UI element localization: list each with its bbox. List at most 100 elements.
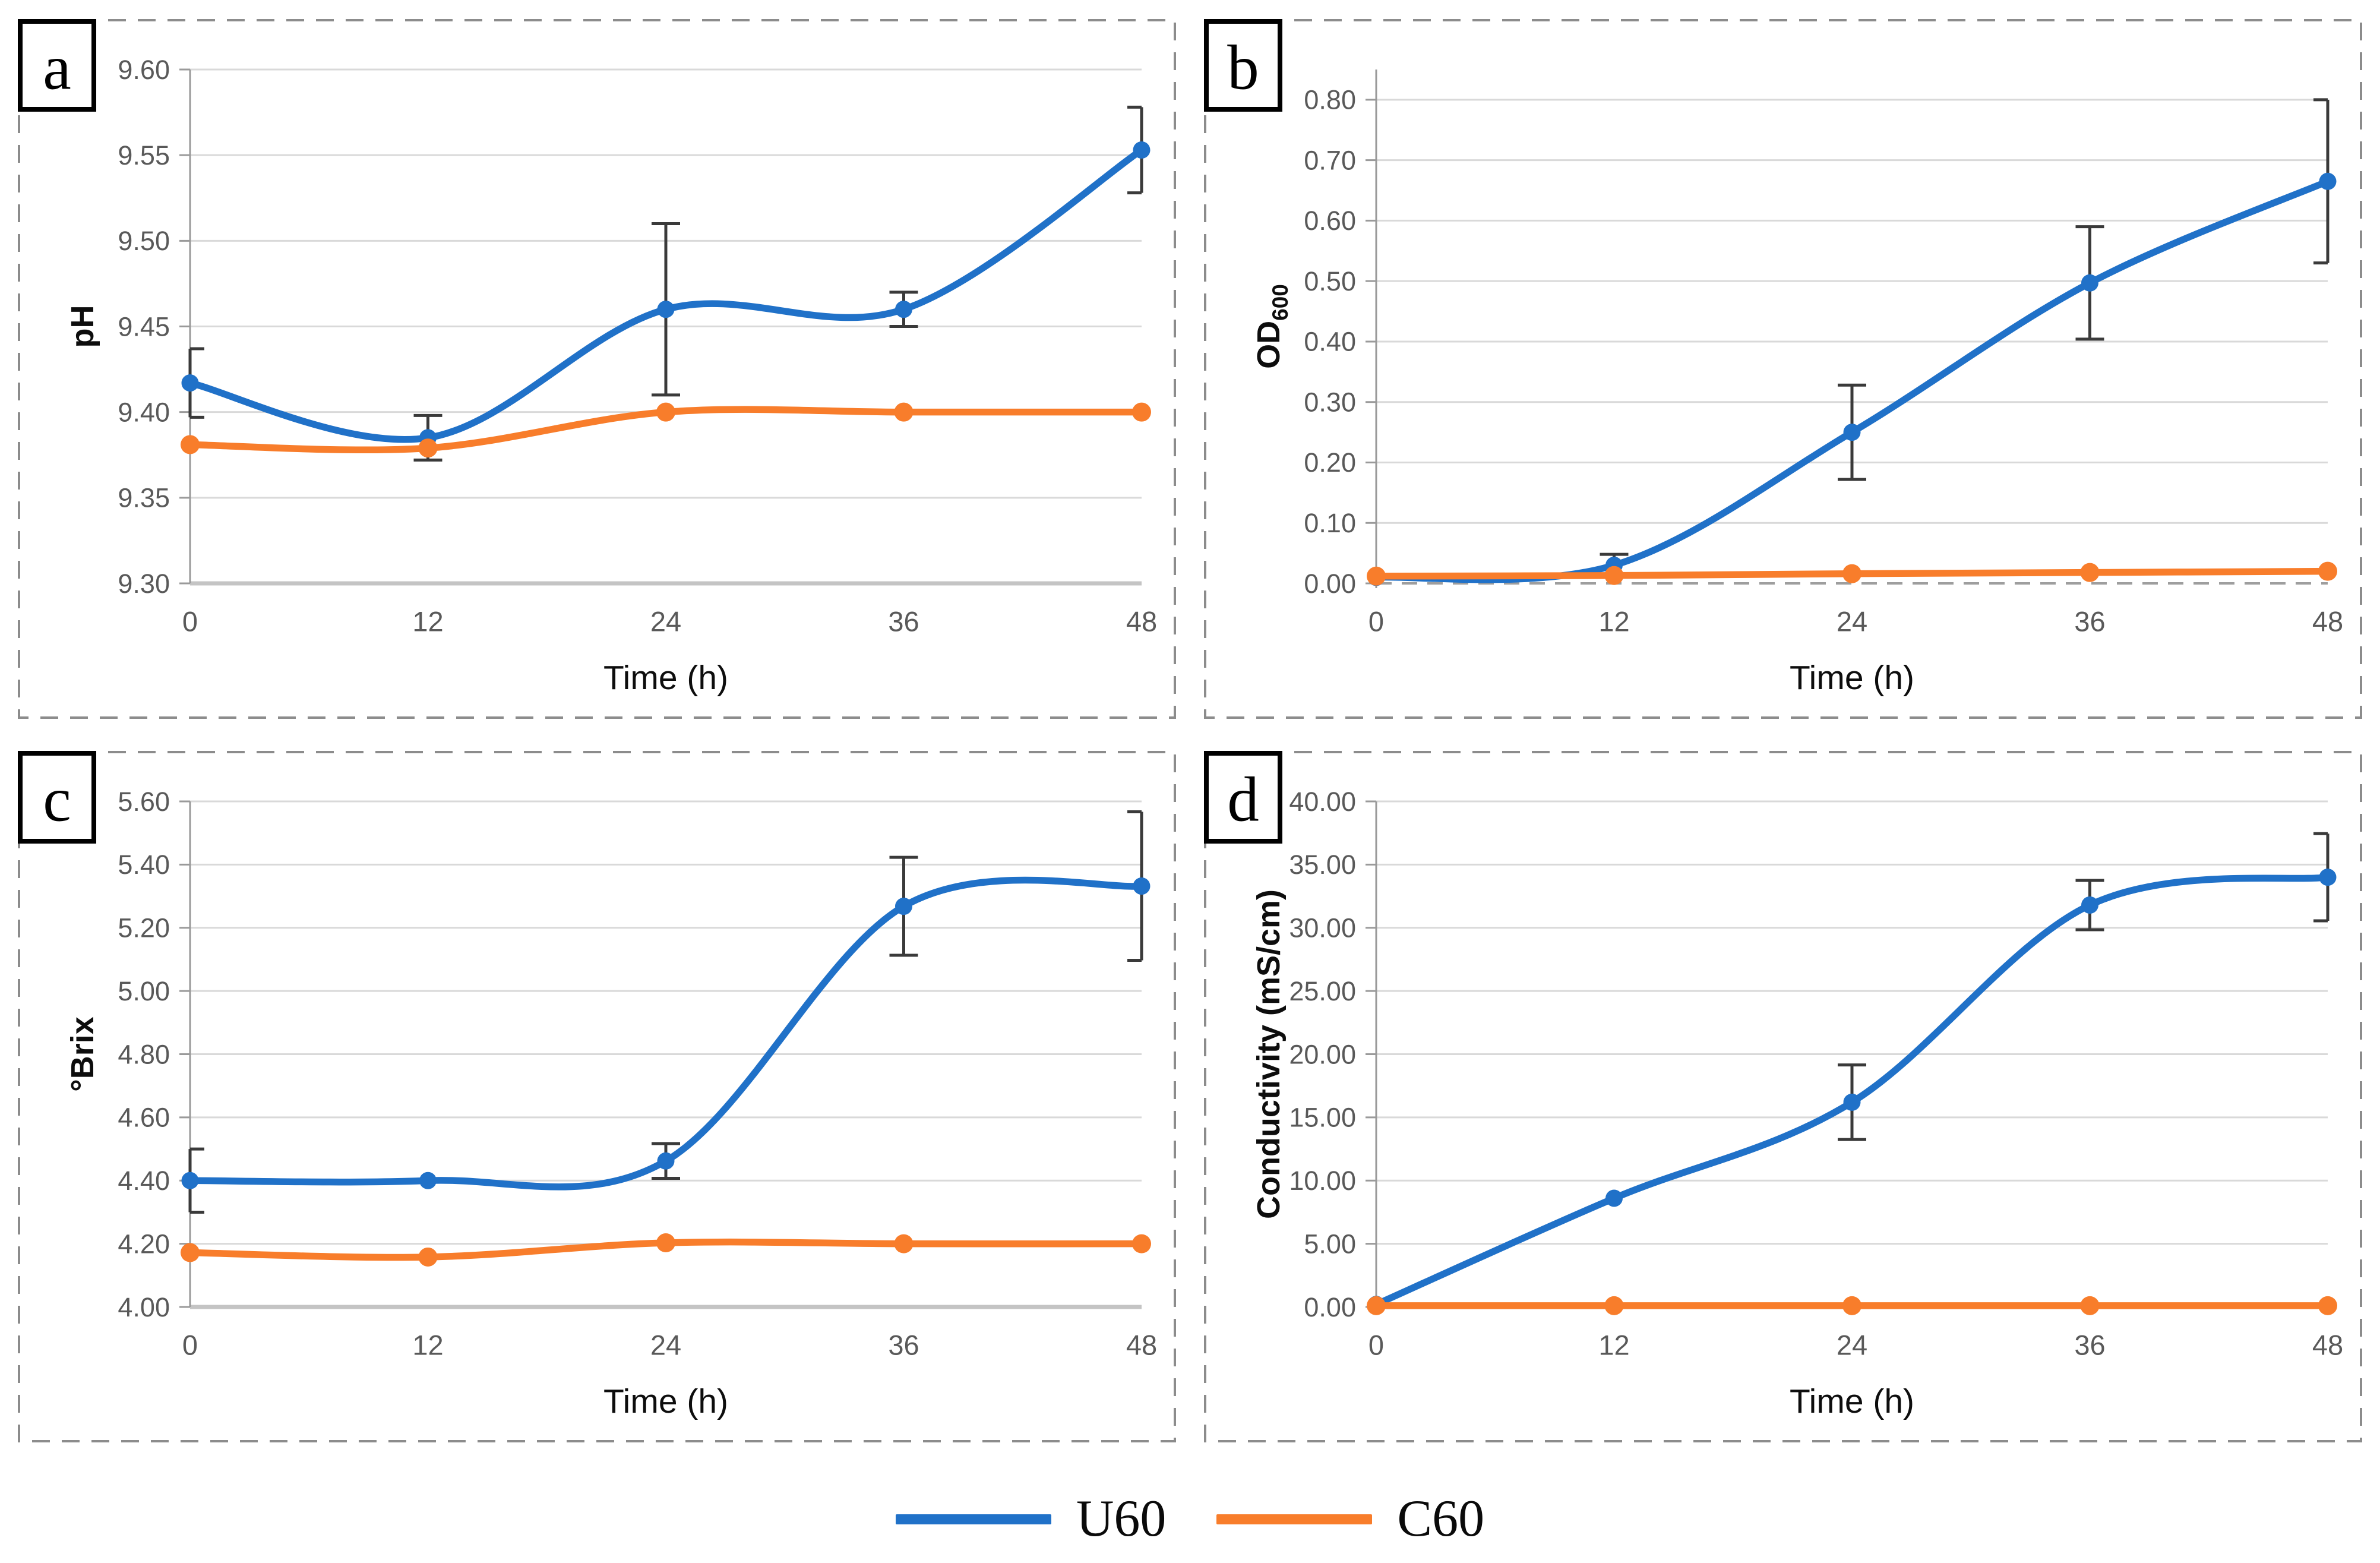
legend-item-u60: U60 [895,1490,1167,1548]
marker-c60-24h [656,1233,675,1253]
marker-c60-48h [1132,1234,1151,1253]
marker-c60-24h [1842,564,1861,583]
markers-c60 [181,1233,1151,1267]
y-tick-label-9.60: 9.60 [118,55,170,85]
marker-c60-12h [1604,1296,1624,1315]
chart-d: 0.00 5.00 10.00 15.00 20.00 25.00 30.00 35.00 40… [1204,751,2362,1442]
marker-c60-12h [418,438,438,458]
y-tick-label-9.45: 9.45 [118,311,170,342]
x-tick-label-48: 48 [2312,1329,2343,1360]
marker-c60-36h [2080,563,2100,582]
x-tick-labels: 0 12 24 36 48 [1368,605,2343,637]
markers-c60 [181,402,1151,458]
y-tick-label-10.00: 10.00 [1289,1166,1356,1196]
y-tick-label-0.10: 0.10 [1304,508,1356,538]
y-tick-label-0.60: 0.60 [1304,206,1356,236]
x-axis-title: Time (h) [1790,1382,1914,1420]
marker-u60-36h [895,898,912,915]
marker-u60-12h [419,1172,437,1189]
legend-label-c60: C60 [1397,1490,1485,1548]
marker-c60-12h [1604,566,1624,585]
marker-c60-12h [418,1247,438,1267]
y-tick-label-0.50: 0.50 [1304,266,1356,296]
x-tick-label-36: 36 [888,1329,919,1360]
y-axis-title: °Brix [65,1016,100,1092]
y-tick-label-0.40: 0.40 [1304,327,1356,357]
panel-d: 0.00 5.00 10.00 15.00 20.00 25.00 30.00 35.00 40… [1204,751,2362,1442]
y-axis [1366,800,1377,1308]
x-tick-label-12: 12 [412,1329,443,1360]
y-tick-label-9.50: 9.50 [118,226,170,256]
x-tick-label-36: 36 [2074,1329,2105,1360]
x-tick-label-0: 0 [1368,605,1384,637]
x-tick-label-48: 48 [1126,605,1157,637]
marker-c60-36h [2080,1296,2100,1315]
marker-u60-24h [1843,1093,1861,1111]
letter-box [1204,19,1282,112]
y-tick-label-4.60: 4.60 [118,1103,170,1133]
y-axis-title: OD600 [1251,284,1292,369]
panel-border-b [1204,19,2362,719]
markers-u60 [1367,869,2337,1313]
marker-u60-0h [181,1172,199,1189]
marker-c60-36h [894,1234,914,1253]
y-tick-label-25.00: 25.00 [1289,976,1356,1006]
panel-letter-b: b [1227,33,1259,103]
marker-u60-24h [657,301,675,318]
y-tick-label-0.30: 0.30 [1304,387,1356,417]
marker-u60-36h [2081,896,2098,914]
panel-letter-c: c [43,765,71,835]
y-tick-label-9.40: 9.40 [118,397,170,427]
chart-b: 0.00 0.10 0.20 0.30 0.40 0.50 0.60 0.70 0.80 0 12 2… [1204,19,2362,719]
y-tick-label-0.70: 0.70 [1304,145,1356,175]
legend-item-c60: C60 [1216,1493,1484,1545]
x-tick-label-12: 12 [1598,605,1629,637]
error-bars [188,105,1143,462]
y-tick-labels: 9.30 9.35 9.40 9.45 9.50 9.55 9.60 [118,55,170,599]
y-tick-label-0.00: 0.00 [1304,569,1356,599]
series-line-u60 [1373,178,2331,583]
y-axis [179,68,191,585]
y-tick-label-5.00: 5.00 [1304,1229,1356,1259]
panel-c: 4.00 4.20 4.40 4.60 4.80 5.00 5.20 5.40 5.60 0 12 2… [18,751,1176,1442]
y-tick-label-15.00: 15.00 [1289,1103,1356,1133]
x-tick-label-12: 12 [412,605,443,637]
y-tick-label-0.80: 0.80 [1304,85,1356,115]
marker-c60-0h [181,1243,200,1262]
x-tick-label-36: 36 [2074,605,2105,637]
marker-c60-0h [1367,566,1386,586]
y-tick-label-5.60: 5.60 [118,787,170,817]
x-tick-label-24: 24 [650,605,681,637]
y-tick-label-4.00: 4.00 [118,1292,170,1322]
letter-box [18,19,96,112]
letter-box [18,751,96,844]
x-tick-label-24: 24 [1837,1329,1867,1360]
marker-u60-0h [181,374,199,392]
y-tick-labels: 0.00 0.10 0.20 0.30 0.40 0.50 0.60 0.70 0.80 [1304,85,1356,599]
panel-letter-d: d [1227,765,1259,835]
y-tick-labels: 0.00 5.00 10.00 15.00 20.00 25.00 30.00 35.00 40… [1289,787,1356,1322]
x-tick-label-36: 36 [888,605,919,637]
y-tick-label-5.40: 5.40 [118,850,170,880]
y-tick-labels: 4.00 4.20 4.40 4.60 4.80 5.00 5.20 5.40 5.60 [118,787,170,1322]
y-tick-label-4.80: 4.80 [118,1039,170,1069]
marker-u60-12h [1605,1189,1623,1207]
y-tick-label-5.20: 5.20 [118,913,170,943]
marker-c60-48h [1132,402,1151,422]
marker-c60-0h [1367,1296,1386,1315]
error-bars [1600,98,2330,578]
markers-u60 [181,877,1151,1189]
x-tick-label-0: 0 [182,1329,198,1360]
marker-u60-24h [657,1152,675,1170]
gridlines [190,800,1142,1309]
marker-c60-24h [656,402,675,422]
y-tick-label-40.00: 40.00 [1289,787,1356,817]
y-axis-title: pH [65,305,100,348]
legend-label-u60: U60 [1076,1490,1167,1548]
legend-swatch-c60 [1216,1514,1373,1524]
y-tick-label-4.40: 4.40 [118,1166,170,1196]
x-tick-label-24: 24 [1837,605,1867,637]
marker-u60-48h [1133,141,1151,159]
marker-u60-48h [1133,877,1151,895]
